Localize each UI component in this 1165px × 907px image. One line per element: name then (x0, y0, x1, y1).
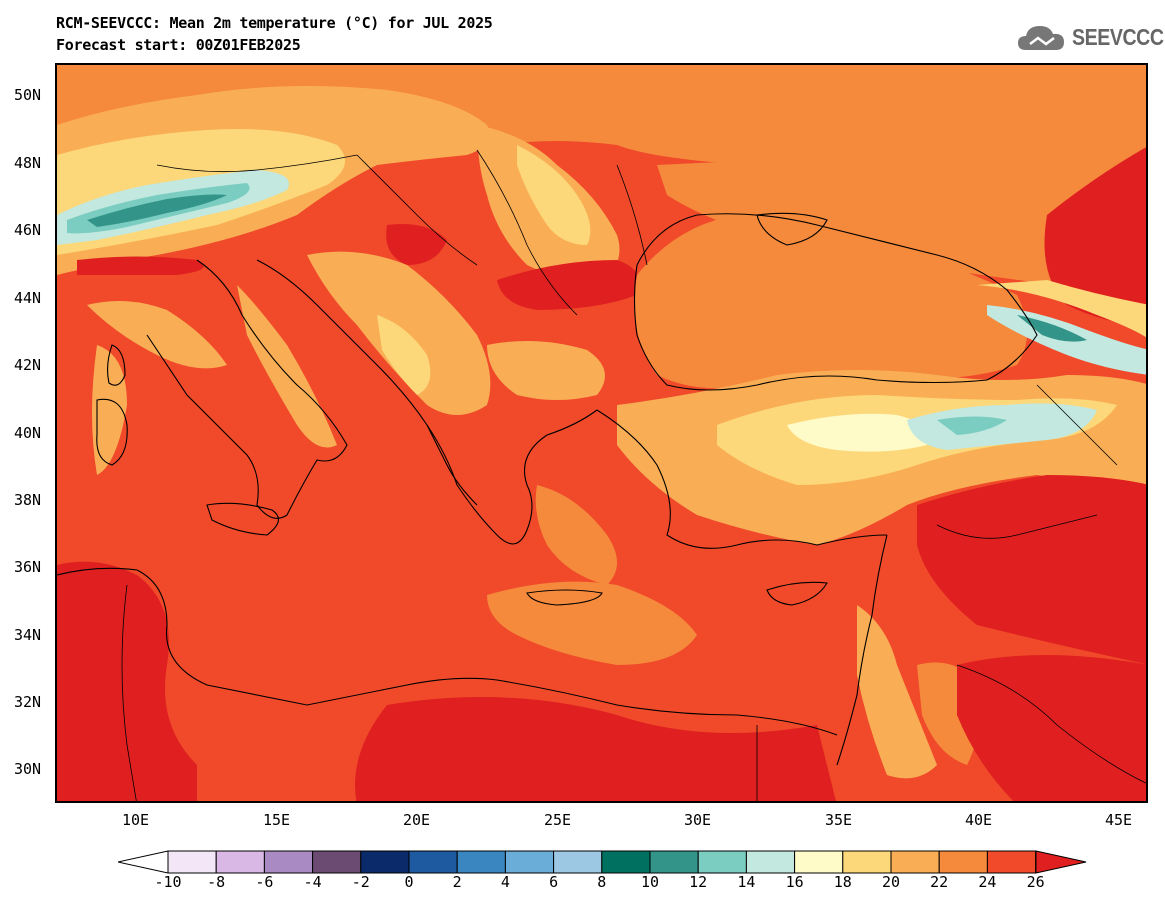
colorbar-over-arrow (1035, 850, 1087, 874)
colorbar-swatch (553, 850, 603, 874)
colorbar-tick-label: 4 (500, 873, 510, 891)
colorbar-tick-label: 16 (785, 873, 804, 891)
colorbar-tick-label: 14 (737, 873, 756, 891)
colorbar-tick-label: -10 (154, 873, 182, 891)
colorbar-tick-label: 22 (930, 873, 949, 891)
logo-text: SEEVCCC (1072, 24, 1164, 50)
lat-label: 48N (14, 154, 42, 172)
lat-label: 42N (14, 356, 42, 374)
lon-label: 25E (544, 811, 572, 829)
lon-label: 35E (825, 811, 853, 829)
lat-label: 36N (14, 558, 42, 576)
colorbar-swatch (794, 850, 844, 874)
colorbar-swatch (697, 850, 747, 874)
colorbar-under-arrow (118, 850, 169, 874)
lat-label: 44N (14, 289, 42, 307)
colorbar-swatch (360, 850, 410, 874)
colorbar-tick-label: 18 (833, 873, 852, 891)
colorbar-tick-label: 20 (881, 873, 901, 891)
map-title: RCM-SEEVCCC: Mean 2m temperature (°C) fo… (56, 14, 493, 32)
lat-label: 50N (14, 86, 42, 104)
colorbar-swatch (601, 850, 651, 874)
lat-label: 38N (14, 491, 42, 509)
lat-label: 40N (14, 424, 42, 442)
forecast-start-label: Forecast start: 00Z01FEB2025 (56, 36, 301, 54)
colorbar-swatch (504, 850, 555, 874)
colorbar-swatch (215, 850, 265, 874)
colorbar-tick-label: 10 (640, 873, 660, 891)
colorbar-swatch (456, 850, 506, 874)
colorbar-tick-label: -2 (351, 873, 370, 891)
lat-label: 34N (14, 626, 42, 644)
colorbar-swatch (167, 850, 217, 874)
colorbar-tick-label: -8 (207, 873, 226, 891)
temperature-field (57, 65, 1146, 801)
colorbar (118, 850, 1087, 874)
colorbar-swatch (745, 850, 796, 874)
lon-label: 45E (1105, 811, 1133, 829)
colorbar-tick-label: 26 (1026, 873, 1045, 891)
lon-label: 15E (263, 811, 291, 829)
colorbar-tick-label: 24 (978, 873, 997, 891)
temperature-map (55, 63, 1148, 803)
lat-label: 30N (14, 760, 42, 778)
colorbar-swatch (890, 850, 940, 874)
lat-label: 32N (14, 693, 42, 711)
colorbar-tick-label: 12 (689, 873, 708, 891)
colorbar-tick-label: 0 (404, 873, 414, 891)
colorbar-swatch (312, 850, 362, 874)
coastlines (57, 149, 1146, 801)
lon-label: 10E (122, 811, 150, 829)
colorbar-swatch (986, 850, 1037, 874)
colorbar-swatch (938, 850, 988, 874)
lon-label: 40E (965, 811, 993, 829)
colorbar-tick-label: -6 (255, 873, 274, 891)
lat-label: 46N (14, 221, 42, 239)
lon-label: 30E (684, 811, 712, 829)
lon-label: 20E (403, 811, 431, 829)
colorbar-tick-label: 8 (597, 873, 607, 891)
colorbar-swatch (649, 850, 699, 874)
colorbar-tick-label: 6 (549, 873, 559, 891)
colorbar-swatch (263, 850, 314, 874)
colorbar-tick-label: 2 (452, 873, 462, 891)
colorbar-swatch (842, 850, 892, 874)
colorbar-swatches (167, 850, 1037, 874)
seevccc-logo: SEEVCCC (1016, 20, 1164, 56)
cloud-icon (1018, 26, 1064, 50)
colorbar-tick-label: -4 (303, 873, 322, 891)
colorbar-swatch (408, 850, 458, 874)
